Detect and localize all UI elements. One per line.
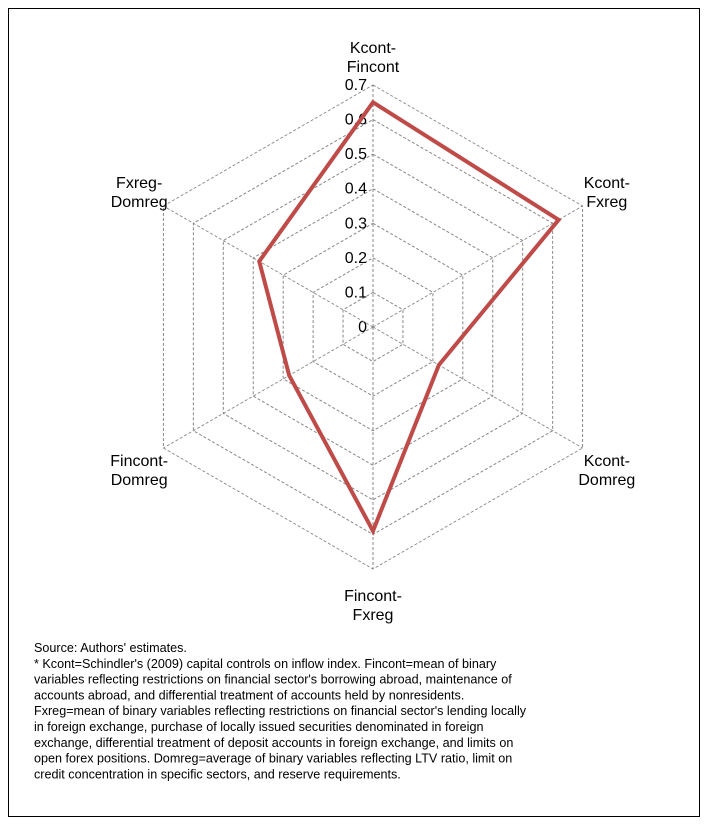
r-tick-label: 0.3 [345,215,367,232]
spoke [163,205,374,328]
category-label-line: Fxreg [586,194,627,211]
category-label-line: Fincont- [344,588,402,605]
category-label-line: Fincont- [110,453,168,470]
r-tick-label: 0.1 [345,284,367,301]
note-line: variables reflecting restrictions on fin… [34,673,512,687]
spoke [372,205,583,328]
category-label-line: Domreg [111,472,168,489]
note-line: open forex positions. Domreg=average of … [34,752,512,766]
grid-ring [252,188,494,466]
note-line: Fxreg=mean of binary variables reflectin… [34,704,527,718]
note-line: in foreign exchange, purchase of locally… [34,720,483,734]
spoke [372,326,583,449]
r-tick-label: 0.4 [345,181,367,198]
r-tick-label: 0 [358,319,367,336]
category-label: Kcont- Domreg [578,453,635,489]
frame [8,8,700,817]
note-line: accounts abroad, and differential treatm… [34,688,464,702]
series-line [257,99,562,536]
note-line: credit concentration in specific sectors… [34,767,401,781]
category-label: Fincont- Domreg [110,453,168,489]
grid-ring [342,291,404,363]
category-label: Kcont- Fincont [347,40,400,76]
category-label: Fincont- Fxreg [344,588,402,624]
note-line: Source: Authors' estimates. [34,641,187,655]
category-label-line: Fxreg [353,607,394,624]
category-label-line: Kcont- [584,175,630,192]
grid-ring [312,257,434,397]
category-label: Kcont- Fxreg [584,175,630,211]
note-line: exchange, differential treatment of depo… [34,736,513,750]
spoke [163,326,374,449]
category-label: Fxreg- Domreg [111,175,168,211]
r-tick-label: 0.5 [345,146,367,163]
category-label-line: Kcont- [584,453,630,470]
category-label-line: Fxreg- [116,175,162,192]
r-tick-label: 0.2 [345,250,367,267]
r-tick-label: 0.7 [345,77,367,94]
category-label-line: Domreg [578,472,635,489]
category-label-line: Domreg [111,194,168,211]
note-line: * Kcont=Schindler's (2009) capital contr… [34,657,497,671]
category-label-line: Kcont- [350,40,396,57]
category-label-line: Fincont [347,59,400,76]
grid-ring [282,222,464,432]
